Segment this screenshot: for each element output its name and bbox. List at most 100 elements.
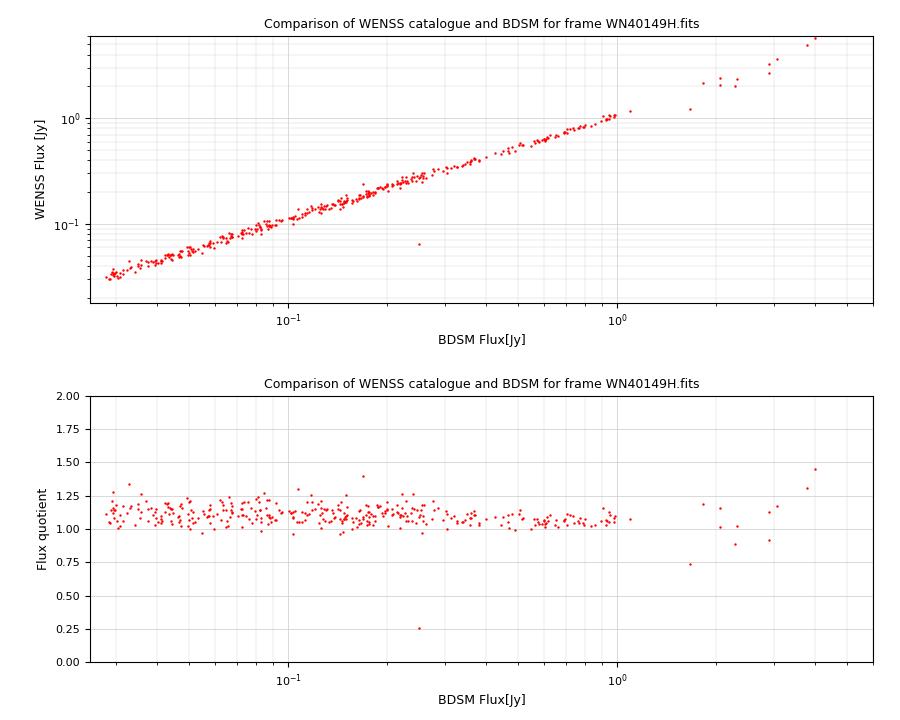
- Point: [399, 495, 413, 507]
- Point: [505, 141, 519, 153]
- Point: [238, 228, 253, 239]
- Point: [304, 504, 319, 516]
- X-axis label: BDSM Flux[Jy]: BDSM Flux[Jy]: [437, 334, 526, 348]
- Point: [286, 528, 301, 540]
- Point: [454, 160, 469, 171]
- Point: [262, 215, 276, 227]
- Point: [116, 500, 130, 512]
- Point: [235, 226, 249, 238]
- Point: [286, 211, 301, 222]
- Point: [578, 513, 592, 525]
- Point: [215, 500, 230, 511]
- Point: [264, 516, 278, 528]
- Point: [577, 122, 591, 133]
- Point: [223, 228, 238, 240]
- Point: [583, 120, 598, 131]
- Point: [466, 153, 481, 164]
- Point: [326, 198, 340, 210]
- Point: [300, 496, 314, 508]
- Point: [286, 510, 301, 522]
- Point: [105, 503, 120, 514]
- Point: [103, 274, 117, 285]
- Point: [302, 207, 316, 218]
- Point: [455, 516, 470, 528]
- Point: [113, 267, 128, 279]
- Point: [181, 520, 195, 531]
- Point: [173, 246, 187, 257]
- Point: [140, 515, 155, 526]
- Point: [770, 500, 784, 512]
- Point: [263, 220, 277, 232]
- Point: [171, 511, 185, 523]
- Point: [541, 132, 555, 143]
- Point: [316, 513, 330, 524]
- Point: [224, 507, 238, 518]
- Point: [321, 203, 336, 215]
- Point: [252, 497, 266, 508]
- Point: [332, 528, 347, 540]
- Point: [335, 515, 349, 526]
- Point: [143, 256, 157, 267]
- Point: [378, 181, 392, 193]
- Point: [338, 513, 352, 525]
- Point: [327, 199, 341, 211]
- Point: [339, 509, 354, 521]
- Point: [290, 213, 304, 225]
- Point: [121, 507, 135, 518]
- Point: [122, 256, 136, 267]
- Point: [274, 506, 289, 518]
- Point: [223, 230, 238, 242]
- Point: [502, 523, 517, 534]
- Point: [248, 505, 262, 516]
- Point: [290, 516, 304, 528]
- Point: [354, 192, 368, 204]
- Point: [219, 232, 233, 243]
- Point: [175, 502, 189, 513]
- Point: [221, 236, 236, 248]
- Point: [201, 510, 215, 522]
- Point: [416, 510, 430, 522]
- Point: [272, 504, 286, 516]
- Point: [384, 503, 399, 515]
- Point: [444, 162, 458, 174]
- Point: [308, 503, 322, 514]
- Point: [186, 246, 201, 258]
- Point: [284, 212, 298, 223]
- Point: [571, 516, 585, 527]
- Point: [330, 503, 345, 514]
- Point: [165, 518, 179, 530]
- Point: [102, 274, 116, 285]
- Point: [531, 516, 545, 528]
- Point: [104, 495, 119, 507]
- Point: [109, 266, 123, 277]
- Point: [558, 514, 572, 526]
- Point: [560, 124, 574, 135]
- Point: [107, 268, 122, 279]
- Point: [109, 499, 123, 510]
- Point: [762, 506, 777, 518]
- Point: [468, 509, 482, 521]
- Point: [304, 204, 319, 216]
- Point: [696, 498, 710, 510]
- Point: [166, 248, 180, 260]
- Point: [133, 262, 148, 274]
- Point: [305, 496, 320, 508]
- Point: [236, 509, 250, 521]
- Point: [392, 511, 407, 523]
- Point: [213, 231, 228, 243]
- Point: [112, 522, 126, 534]
- Point: [161, 498, 176, 509]
- Point: [464, 156, 478, 167]
- Point: [200, 511, 214, 523]
- Point: [527, 138, 542, 149]
- Point: [268, 515, 283, 526]
- Point: [219, 521, 233, 533]
- Point: [223, 504, 238, 516]
- Point: [368, 516, 382, 527]
- Point: [300, 509, 314, 521]
- Point: [269, 498, 284, 509]
- Point: [213, 495, 228, 506]
- Point: [335, 517, 349, 528]
- Point: [508, 524, 522, 536]
- Point: [133, 512, 148, 523]
